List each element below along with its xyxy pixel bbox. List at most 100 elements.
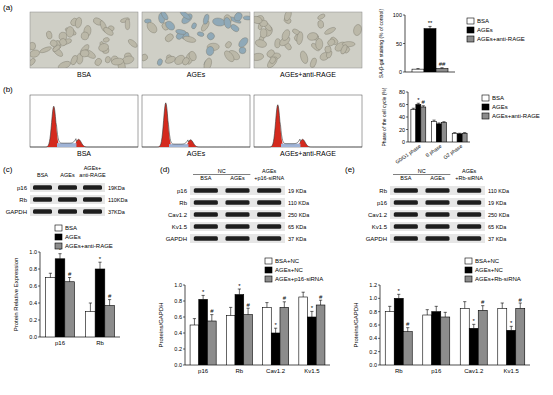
cell — [46, 31, 53, 40]
group-label: NC — [218, 168, 226, 174]
blot-row-label: p16 — [177, 188, 188, 194]
bars — [385, 294, 525, 365]
bars — [412, 26, 448, 72]
y-tick-label: 0 — [402, 139, 405, 145]
significance-mark: ## — [439, 61, 446, 67]
error-bar — [501, 303, 504, 308]
blot-row-label: Cav1.2 — [168, 212, 188, 218]
blot-size-label: 19KDa — [108, 185, 126, 191]
bar — [385, 312, 394, 365]
blot-band — [83, 209, 102, 214]
blot-band — [425, 188, 449, 193]
lane-label: +p16-siRNA — [254, 175, 284, 181]
y-tick-label: 1.0 — [29, 249, 37, 255]
y-tick-label: 0.8 — [174, 298, 182, 304]
error-bar — [58, 254, 61, 259]
bar — [86, 312, 96, 338]
y-tick-label: 0 — [399, 69, 402, 75]
bar — [308, 317, 317, 365]
legend-label: BSA — [65, 225, 77, 231]
blot-size-label: 110 KDa — [488, 188, 510, 194]
group-bracket — [193, 174, 250, 175]
blot-size-label: 19 KDa — [288, 188, 307, 194]
bar — [271, 333, 280, 365]
cell — [254, 53, 264, 62]
cell — [103, 37, 110, 43]
cell — [299, 50, 309, 64]
bar — [436, 69, 448, 72]
significance-mark: * — [238, 283, 241, 289]
legend-swatch — [55, 234, 62, 240]
blot-row-label: Kv1.5 — [372, 224, 388, 230]
micrograph-label: AGEs+anti-RAGE — [280, 71, 336, 78]
blot-strip — [30, 183, 105, 192]
blot-size-label: 250 KDa — [488, 212, 510, 218]
bar — [469, 328, 478, 365]
cell — [243, 16, 250, 20]
legend-label: BSA — [477, 18, 489, 24]
cell — [66, 26, 74, 37]
cell — [52, 44, 62, 53]
bar — [460, 308, 469, 365]
legend-swatch — [467, 36, 474, 42]
blot-band — [257, 212, 281, 217]
blot-band — [257, 188, 281, 193]
y-tick-label: 60 — [399, 102, 405, 108]
significance-mark: * — [274, 322, 277, 328]
blot-strip — [390, 186, 485, 195]
bar — [421, 107, 426, 142]
lane-label: anti-RAGE — [79, 172, 106, 178]
y-axis-label: Proteins/GAPDH — [158, 302, 164, 347]
bars — [411, 103, 467, 142]
blot-strip — [30, 207, 105, 216]
cell — [164, 55, 176, 65]
bar — [441, 317, 450, 365]
y-tick-label: 0.6 — [174, 314, 182, 320]
flow-histogram — [254, 95, 362, 147]
bar — [423, 315, 432, 365]
error-bar — [283, 302, 286, 308]
y-tick-label: 0.4 — [29, 300, 37, 306]
y-tick — [406, 117, 408, 118]
significance-mark: * — [99, 256, 102, 262]
y-tick-label: 0.8 — [29, 266, 37, 272]
blot-band — [425, 200, 449, 205]
y-tick-label: 0.2 — [29, 317, 37, 323]
y-tick — [406, 104, 408, 105]
bar — [226, 315, 235, 365]
significance-mark: # — [481, 299, 485, 305]
cell — [78, 43, 90, 56]
error-bar — [229, 307, 232, 315]
lane-label: BSA — [37, 172, 48, 178]
flow-outline — [30, 106, 138, 147]
cell — [164, 19, 177, 31]
bar — [416, 105, 421, 143]
bar — [235, 295, 244, 365]
significance-mark: # — [422, 99, 426, 105]
cell — [309, 57, 317, 68]
blot-strip — [390, 222, 485, 231]
flow-outline — [142, 103, 250, 147]
blot-band — [394, 224, 418, 229]
error-bar — [426, 310, 429, 315]
significance-mark: # — [210, 308, 214, 314]
bar — [457, 134, 462, 142]
y-tick — [378, 351, 380, 352]
cell — [230, 23, 241, 33]
significance-mark: * — [202, 289, 205, 295]
y-tick-label: 1.2 — [369, 282, 377, 288]
flow-outline — [254, 105, 362, 147]
y-tick-label: 40 — [399, 114, 405, 120]
error-bar — [416, 68, 419, 70]
cell — [326, 38, 336, 48]
bar — [244, 315, 253, 365]
significance-mark: * — [417, 97, 420, 103]
micrograph — [254, 12, 362, 68]
bar — [424, 29, 436, 72]
y-tick — [183, 285, 185, 286]
micrograph-label: AGEs — [187, 71, 206, 78]
panel-label: (e) — [345, 165, 355, 174]
y-tick-label: 0.0 — [369, 362, 377, 368]
lane-label: AGEs — [60, 172, 75, 178]
cell — [98, 42, 110, 52]
